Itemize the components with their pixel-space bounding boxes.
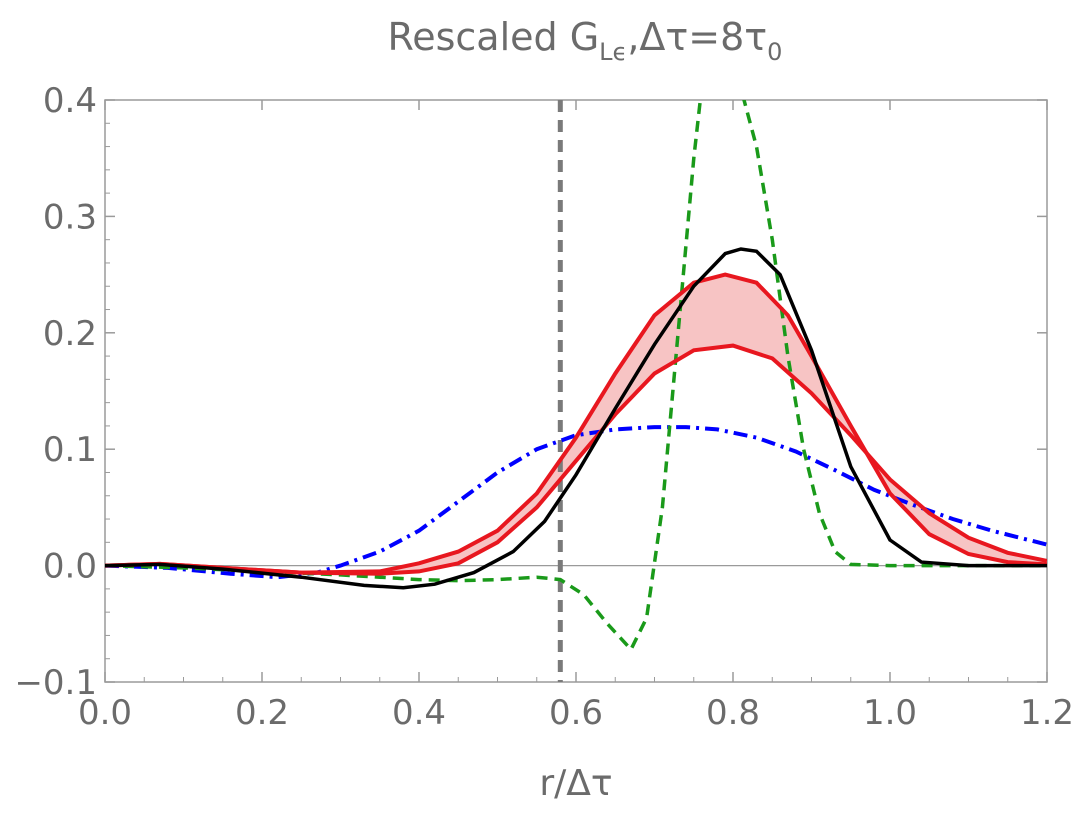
x-tick-label: 0.4 — [392, 693, 446, 733]
x-axis-label: r/Δτ — [539, 763, 612, 804]
y-tick-label: 0.3 — [43, 197, 97, 237]
title-suffix: ,Δτ=8τ — [627, 15, 767, 59]
plot-area — [105, 100, 1047, 682]
y-tick-label: 0.1 — [43, 430, 97, 470]
band-fill — [105, 274, 1047, 574]
band-upper-line — [105, 272, 1047, 575]
x-tick-label: 1.2 — [1020, 693, 1074, 733]
plot-frame — [104, 99, 1048, 683]
title-subscript: Lϵ — [599, 38, 627, 66]
title-suffix-subscript: 0 — [767, 38, 782, 66]
series-black-line — [105, 247, 1047, 590]
y-tick-label: 0.0 — [43, 547, 97, 587]
band-lower-line — [105, 343, 1047, 576]
x-tick-label: 0.6 — [549, 693, 603, 733]
x-tick-labels: 0.0 0.2 0.4 0.6 0.8 1.0 1.2 — [78, 693, 1074, 733]
x-ticks — [104, 100, 1048, 682]
y-tick-labels: −0.1 0.0 0.1 0.2 0.3 0.4 — [14, 81, 97, 703]
chart-title: Rescaled GLϵ,Δτ=8τ0 — [388, 15, 783, 66]
x-tick-label: 0.8 — [706, 693, 760, 733]
x-tick-label: 1.0 — [863, 693, 917, 733]
title-main: Rescaled G — [388, 15, 600, 59]
y-tick-label: 0.2 — [43, 314, 97, 354]
y-tick-label: 0.4 — [43, 81, 97, 121]
series-green-line — [105, 100, 1047, 653]
x-tick-label: 0.2 — [235, 693, 289, 733]
y-tick-label: −0.1 — [14, 663, 97, 703]
y-ticks — [105, 99, 1047, 683]
x-tick-label: 0.0 — [78, 693, 132, 733]
